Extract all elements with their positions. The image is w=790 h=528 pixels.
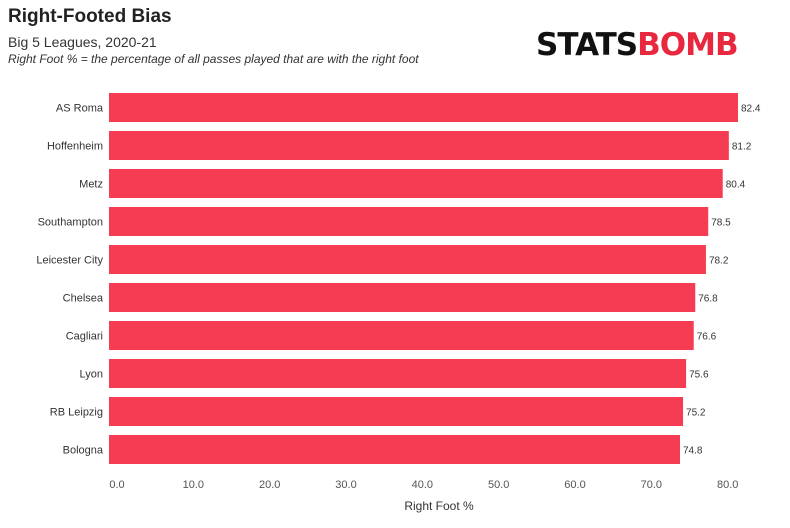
chart-subtitle: Big 5 Leagues, 2020-21 bbox=[8, 34, 157, 50]
x-tick-label: 70.0 bbox=[641, 479, 662, 491]
x-tick-label: 30.0 bbox=[335, 479, 356, 491]
bar-6 bbox=[109, 321, 694, 350]
x-tick-label: 50.0 bbox=[488, 479, 509, 491]
chart-title: Right-Footed Bias bbox=[8, 6, 172, 27]
value-label: 78.2 bbox=[709, 256, 729, 267]
x-axis-label: Right Foot % bbox=[404, 499, 474, 513]
category-labels-group: AS Roma Hoffenheim Metz Southampton Leiceste… bbox=[36, 103, 104, 457]
value-labels-group: 82.4 81.2 80.4 78.5 78.2 76.8 76.6 75.6 75.2 74.8 bbox=[683, 104, 761, 457]
logo-part-bomb: BOMB bbox=[637, 27, 738, 63]
bar-3 bbox=[109, 207, 709, 236]
bar-8 bbox=[109, 397, 684, 426]
category-label: Metz bbox=[79, 179, 103, 191]
value-label: 75.2 bbox=[686, 408, 706, 419]
bar-5 bbox=[109, 283, 696, 312]
value-label: 74.8 bbox=[683, 446, 703, 457]
bars-group bbox=[109, 93, 738, 464]
category-label: Southampton bbox=[38, 217, 103, 229]
category-label: Bologna bbox=[63, 445, 104, 457]
value-label: 82.4 bbox=[741, 104, 761, 115]
value-label: 76.6 bbox=[697, 332, 717, 343]
category-label: Leicester City bbox=[36, 255, 103, 267]
statsbomb-logo: STATSBOMB bbox=[536, 27, 739, 63]
bar-0 bbox=[109, 93, 738, 122]
x-tick-labels-group: 0.0 10.0 20.0 30.0 40.0 50.0 60.0 70.0 80.0 bbox=[109, 479, 738, 491]
bar-2 bbox=[109, 169, 723, 198]
x-tick-label: 60.0 bbox=[564, 479, 585, 491]
category-label: Chelsea bbox=[63, 293, 104, 305]
x-tick-label: 0.0 bbox=[109, 479, 124, 491]
bar-4 bbox=[109, 245, 706, 274]
x-tick-label: 80.0 bbox=[717, 479, 738, 491]
value-label: 81.2 bbox=[732, 142, 752, 153]
bar-1 bbox=[109, 131, 729, 160]
category-label: Hoffenheim bbox=[47, 141, 103, 153]
chart-note: Right Foot % = the percentage of all pas… bbox=[8, 52, 419, 66]
category-label: Lyon bbox=[80, 369, 103, 381]
bar-9 bbox=[109, 435, 680, 464]
bar-7 bbox=[109, 359, 687, 388]
value-label: 76.8 bbox=[698, 294, 718, 305]
x-tick-label: 10.0 bbox=[183, 479, 204, 491]
value-label: 80.4 bbox=[726, 180, 746, 191]
logo-part-stats: STATS bbox=[536, 27, 638, 63]
x-tick-label: 40.0 bbox=[412, 479, 433, 491]
category-label: Cagliari bbox=[66, 331, 103, 343]
category-label: AS Roma bbox=[56, 103, 104, 115]
value-label: 75.6 bbox=[689, 370, 709, 381]
x-tick-label: 20.0 bbox=[259, 479, 280, 491]
category-label: RB Leipzig bbox=[50, 407, 103, 419]
value-label: 78.5 bbox=[711, 218, 731, 229]
